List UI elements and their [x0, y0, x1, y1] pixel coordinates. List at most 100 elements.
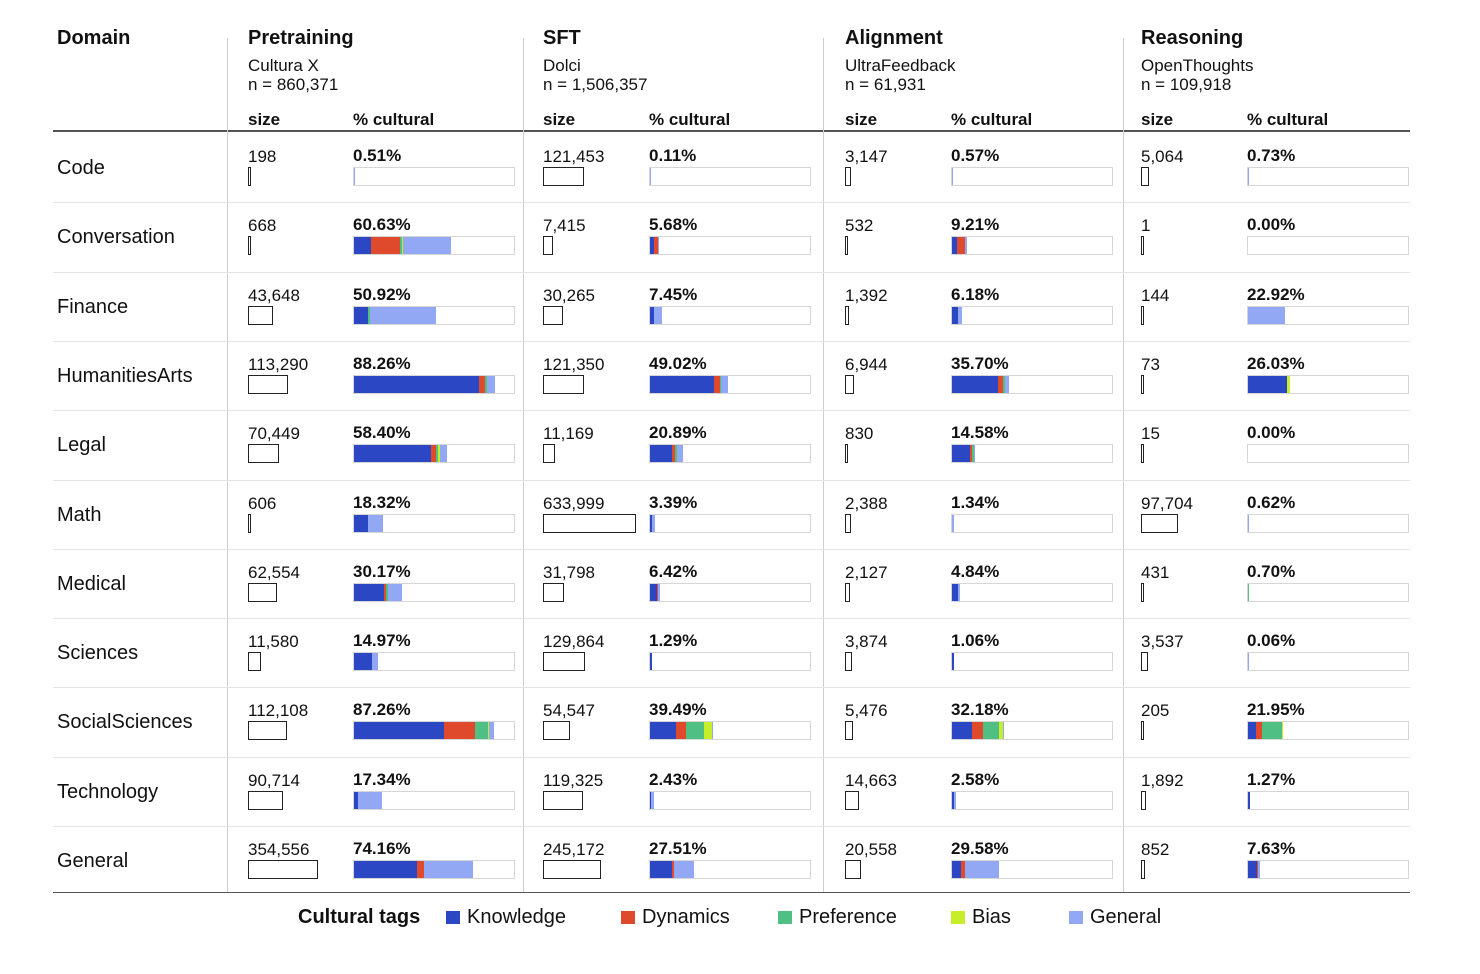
knowledge-segment — [650, 861, 672, 878]
percent-cultural-value: 35.70% — [951, 354, 1009, 373]
stacked-bar — [353, 375, 515, 394]
dynamics-segment — [1256, 722, 1262, 739]
stage-title-pretraining: Pretraining — [248, 27, 354, 49]
stacked-bar — [649, 375, 811, 394]
stacked-bar — [353, 652, 515, 671]
general-segment — [358, 792, 382, 809]
percent-cultural-value: 1.29% — [649, 631, 698, 650]
stacked-bar — [951, 514, 1113, 533]
size-value: 5,064 — [1141, 147, 1184, 166]
pct-header-sft: % cultural — [649, 110, 731, 129]
preference-segment — [972, 445, 974, 462]
dynamics-segment — [443, 722, 475, 739]
size-box — [543, 791, 584, 810]
stacked-bar — [1247, 583, 1409, 602]
stacked-bar — [1247, 652, 1409, 671]
size-box — [248, 860, 318, 879]
general-segment — [1248, 653, 1250, 670]
legend-swatch — [621, 911, 635, 924]
general-segment — [721, 376, 729, 393]
general-segment — [952, 515, 955, 532]
stacked-bar — [353, 306, 515, 325]
dataset-name-alignment: UltraFeedback — [845, 56, 956, 75]
dataset-name-pretraining: Cultura X — [248, 56, 319, 75]
size-value: 3,147 — [845, 147, 888, 166]
percent-cultural-value: 7.45% — [649, 285, 698, 304]
domain-label: HumanitiesArts — [57, 365, 193, 387]
knowledge-segment — [650, 237, 654, 254]
size-box — [543, 444, 556, 463]
size-value: 830 — [845, 424, 874, 443]
knowledge-segment — [650, 515, 653, 532]
size-value: 2,388 — [845, 494, 888, 513]
stacked-bar — [951, 721, 1113, 740]
stacked-bar — [1247, 444, 1409, 463]
size-value: 3,537 — [1141, 632, 1184, 651]
preference-segment — [400, 237, 402, 254]
size-box — [248, 306, 273, 325]
stacked-bar — [353, 444, 515, 463]
domain-label: Conversation — [57, 226, 175, 248]
size-box — [248, 167, 251, 186]
dynamics-segment — [657, 584, 659, 601]
general-segment — [964, 237, 967, 254]
size-value: 668 — [248, 216, 277, 235]
dynamics-segment — [969, 445, 972, 462]
stacked-bar — [649, 306, 811, 325]
size-value: 43,648 — [248, 286, 300, 305]
size-box — [845, 375, 855, 394]
percent-cultural-value: 5.68% — [649, 215, 698, 234]
percent-cultural-value: 1.27% — [1247, 770, 1296, 789]
row-separator — [53, 826, 1410, 827]
stacked-bar — [353, 236, 515, 255]
size-box — [845, 583, 851, 602]
size-value: 11,580 — [248, 632, 299, 651]
stacked-bar — [649, 444, 811, 463]
knowledge-segment — [650, 376, 714, 393]
general-segment — [658, 237, 660, 254]
general-segment — [1248, 515, 1250, 532]
row-separator — [53, 202, 1410, 203]
general-segment — [652, 515, 656, 532]
size-box — [1141, 236, 1144, 255]
bias-segment — [487, 722, 490, 739]
knowledge-segment — [650, 653, 653, 670]
preference-segment — [674, 445, 678, 462]
preference-segment — [386, 584, 388, 601]
size-value: 90,714 — [248, 771, 300, 790]
stacked-bar — [1247, 375, 1409, 394]
stacked-bar — [353, 791, 515, 810]
percent-cultural-value: 88.26% — [353, 354, 411, 373]
size-value: 3,874 — [845, 632, 888, 651]
general-segment — [402, 237, 451, 254]
percent-cultural-value: 50.92% — [353, 285, 411, 304]
size-box — [543, 583, 564, 602]
dynamics-segment — [672, 445, 675, 462]
stacked-bar — [1247, 306, 1409, 325]
stacked-bar — [649, 791, 811, 810]
stacked-bar — [1247, 721, 1409, 740]
stacked-bar — [649, 583, 811, 602]
stacked-bar — [649, 514, 811, 533]
stacked-bar — [1247, 236, 1409, 255]
preference-segment — [1003, 376, 1005, 393]
size-box — [248, 721, 288, 740]
stacked-bar — [649, 721, 811, 740]
legend-swatch — [951, 911, 965, 924]
size-box — [248, 514, 251, 533]
stacked-bar — [951, 375, 1113, 394]
dynamics-segment — [430, 445, 437, 462]
preference-segment — [1248, 584, 1250, 601]
dynamics-segment — [997, 376, 1004, 393]
percent-cultural-value: 6.18% — [951, 285, 1000, 304]
percent-cultural-value: 29.58% — [951, 839, 1009, 858]
size-value: 1 — [1141, 216, 1151, 235]
preference-segment — [485, 376, 487, 393]
percent-cultural-value: 0.00% — [1247, 423, 1296, 442]
size-box — [845, 236, 848, 255]
sample-count-alignment: n = 61,931 — [845, 75, 926, 94]
dynamics-segment — [671, 861, 674, 878]
legend-label: Preference — [799, 906, 897, 928]
size-box — [845, 721, 854, 740]
size-value: 1,392 — [845, 286, 888, 305]
